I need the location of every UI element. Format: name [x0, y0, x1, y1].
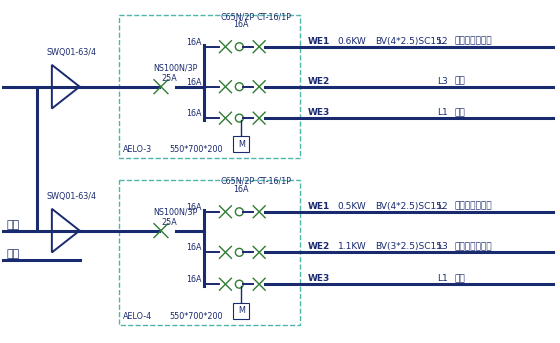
Text: BV(4*2.5)SC15: BV(4*2.5)SC15 — [375, 202, 442, 211]
Bar — [234, 136, 249, 152]
Text: 25A: 25A — [161, 74, 177, 83]
Text: 16A: 16A — [186, 275, 201, 284]
Text: 16A: 16A — [186, 38, 201, 47]
Text: BV(4*2.5)SC15: BV(4*2.5)SC15 — [375, 37, 442, 46]
Text: 16A: 16A — [186, 243, 201, 252]
Text: WE1: WE1 — [308, 37, 330, 46]
Text: AELO-3: AELO-3 — [123, 145, 152, 154]
Text: 0.6KW: 0.6KW — [338, 37, 366, 46]
Text: 1.1KW: 1.1KW — [338, 243, 366, 251]
Text: 地下室应急照明: 地下室应急照明 — [455, 37, 492, 46]
Text: 16A: 16A — [234, 185, 249, 194]
Text: CT-16/1P: CT-16/1P — [256, 12, 291, 21]
Text: 16A: 16A — [186, 109, 201, 118]
Text: M: M — [238, 306, 245, 315]
Bar — [119, 15, 300, 158]
Text: L3: L3 — [437, 77, 447, 86]
Text: BV(3*2.5)SC15: BV(3*2.5)SC15 — [375, 243, 442, 251]
Text: L2: L2 — [437, 37, 447, 46]
Text: 550*700*200: 550*700*200 — [169, 145, 222, 154]
Text: C65N/2P: C65N/2P — [221, 12, 255, 21]
Text: 备用: 备用 — [455, 108, 465, 117]
Text: WE2: WE2 — [308, 77, 330, 86]
Text: WE1: WE1 — [308, 202, 330, 211]
Text: 地下室应急照明: 地下室应急照明 — [455, 202, 492, 211]
Text: 16A: 16A — [234, 20, 249, 29]
Bar — [234, 303, 249, 319]
Text: L1: L1 — [437, 108, 447, 117]
Text: 16A: 16A — [186, 78, 201, 87]
Text: 25A: 25A — [161, 218, 177, 227]
Text: WE3: WE3 — [308, 108, 330, 117]
Text: C65N/2P: C65N/2P — [221, 177, 255, 186]
Text: 主供: 主供 — [6, 220, 20, 230]
Text: SWQ01-63/4: SWQ01-63/4 — [47, 48, 97, 57]
Text: AELO-4: AELO-4 — [123, 312, 152, 321]
Text: L3: L3 — [437, 243, 447, 251]
Text: 16A: 16A — [186, 203, 201, 212]
Text: 备用: 备用 — [455, 77, 465, 86]
Text: 0.5KW: 0.5KW — [338, 202, 366, 211]
Text: WE3: WE3 — [308, 274, 330, 283]
Text: NS100N/3P: NS100N/3P — [153, 64, 198, 73]
Text: 地下室应急照明: 地下室应急照明 — [455, 243, 492, 251]
Text: CT-16/1P: CT-16/1P — [256, 177, 291, 186]
Text: L1: L1 — [437, 274, 447, 283]
Bar — [119, 180, 300, 325]
Text: 备用: 备用 — [455, 274, 465, 283]
Text: NS100N/3P: NS100N/3P — [153, 208, 198, 217]
Text: 备供: 备供 — [6, 249, 20, 259]
Text: L2: L2 — [437, 202, 447, 211]
Text: SWQ01-63/4: SWQ01-63/4 — [47, 192, 97, 201]
Text: M: M — [238, 140, 245, 149]
Text: 550*700*200: 550*700*200 — [169, 312, 222, 321]
Text: WE2: WE2 — [308, 243, 330, 251]
